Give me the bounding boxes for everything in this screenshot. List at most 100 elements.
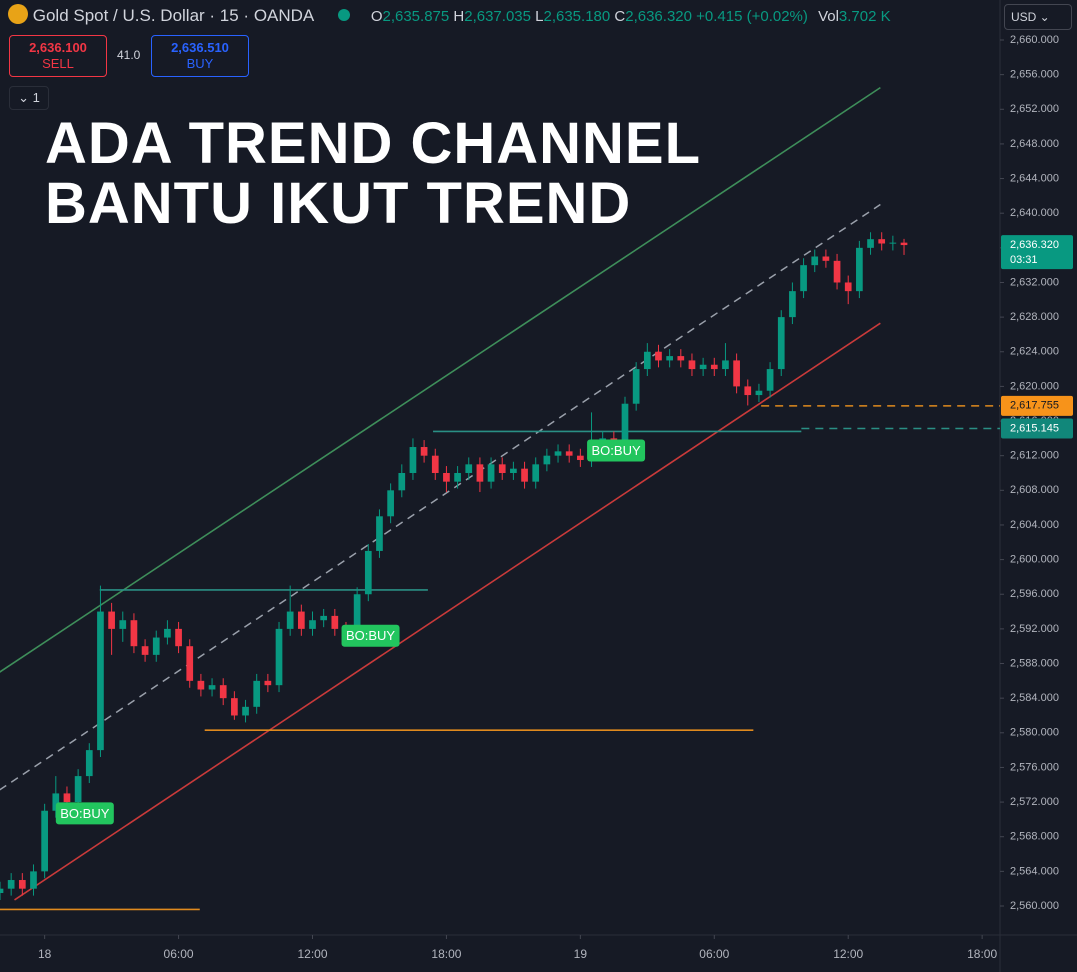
candle-body (621, 403, 629, 448)
spread: 41.0 (117, 48, 141, 62)
candle-body (577, 455, 584, 461)
candle-body (63, 793, 71, 803)
candle-body (431, 455, 439, 473)
sell-button[interactable]: 2,636.100 SELL (9, 35, 107, 77)
x-tick-label: 06:00 (164, 947, 194, 961)
candle-body (231, 698, 238, 716)
buy-price: 2,636.510 (171, 40, 229, 55)
candle-body (755, 390, 763, 396)
signal-label: BO:BUY (346, 628, 395, 643)
y-tick-label: 2,644.000 (1010, 172, 1059, 184)
candle-body (465, 464, 473, 473)
title: ADA TREND CHANNEL (45, 111, 702, 176)
candle-body (476, 464, 484, 482)
candle-body (353, 594, 361, 634)
candle-body (699, 364, 707, 370)
candle-body (41, 810, 48, 872)
ohlc-key: C (614, 8, 626, 25)
candle-body (242, 706, 249, 716)
candle-body (152, 637, 160, 655)
buy-label: BUY (186, 56, 214, 71)
price-label-box (1001, 235, 1073, 270)
buy-button[interactable]: 2,636.510 BUY (151, 35, 249, 77)
candle-body (710, 364, 718, 370)
price-label-box (1001, 418, 1073, 439)
candle-body (420, 447, 428, 456)
candle-body (744, 386, 752, 396)
x-tick-label: 19 (574, 947, 588, 961)
candle-body (376, 516, 383, 551)
signal-label: BO:BUY (60, 806, 109, 821)
candle-body (811, 256, 819, 266)
candle-body (554, 451, 562, 456)
candle-body (186, 646, 194, 681)
symbol-bar: Gold Spot / U.S. Dollar · 15 · OANDA O2,… (8, 4, 891, 26)
candle-body (74, 776, 82, 803)
price-label: 2,615.145 (1010, 422, 1059, 434)
candle-body (655, 351, 662, 361)
y-tick-label: 2,576.000 (1010, 761, 1059, 773)
candle-body (219, 685, 227, 699)
signal: BO:BUY (55, 802, 114, 825)
candle-body (443, 473, 450, 482)
y-tick-label: 2,600.000 (1010, 554, 1059, 566)
logo (8, 4, 28, 24)
layers-count: 1 (32, 90, 40, 105)
candle-body (18, 880, 26, 889)
candle-body (733, 360, 740, 387)
candle-body (800, 265, 807, 292)
candle-body (867, 239, 874, 248)
y-tick-label: 2,604.000 (1010, 519, 1059, 531)
candle-body (264, 680, 272, 686)
ohlc: O2,635.875 H2,637.035 L2,635.180 C2,636.… (371, 8, 891, 25)
signal-badge (55, 802, 114, 825)
y-tick-label: 2,564.000 (1010, 865, 1059, 877)
candle-body (454, 473, 461, 482)
ohlc-key: H (453, 8, 465, 25)
layers-toggle[interactable]: ⌄ 1 (9, 86, 49, 110)
y-tick-label: 2,652.000 (1010, 103, 1059, 115)
ohlc-value: 2,637.035 (464, 8, 531, 25)
y-tick-label: 2,632.000 (1010, 276, 1059, 288)
candle-body (409, 447, 417, 473)
candle-body (85, 750, 93, 777)
candle-body (7, 880, 15, 889)
candle-body (487, 464, 495, 482)
ohlc-key: L (535, 8, 544, 25)
y-tick-label: 2,624.000 (1010, 346, 1059, 358)
y-tick-label: 2,640.000 (1010, 207, 1059, 219)
candle-body (175, 628, 182, 647)
signal-badge (587, 439, 646, 462)
x-tick-label: 18:00 (967, 947, 997, 961)
candle-body (498, 464, 506, 473)
y-tick-label: 2,588.000 (1010, 657, 1059, 669)
ohlc-value: 2,636.320 (625, 8, 692, 25)
candle-body (878, 239, 886, 244)
sell-label: SELL (42, 56, 74, 71)
trend-line (0, 203, 881, 791)
x-tick-label: 06:00 (699, 947, 729, 961)
y-tick-label: 2,656.000 (1010, 69, 1059, 81)
candle-body (833, 260, 841, 283)
candle-body (164, 628, 171, 638)
status-dot (338, 9, 351, 21)
y-tick-label: 2,608.000 (1010, 484, 1059, 496)
candle-body (0, 888, 4, 894)
currency-select[interactable]: USD ⌄ (1004, 4, 1072, 30)
y-tick-label: 2,648.000 (1010, 138, 1059, 150)
y-tick-label: 2,628.000 (1010, 311, 1059, 323)
candle-body (856, 247, 863, 292)
symbol[interactable]: Gold Spot / U.S. Dollar · 15 · OANDA (32, 6, 314, 25)
candle-body (275, 628, 283, 686)
candle-body (789, 291, 796, 318)
candle-body (543, 455, 551, 465)
x-tick-label: 18:00 (431, 947, 461, 961)
candle-body (510, 468, 517, 473)
x-tick-label: 12:00 (833, 947, 863, 961)
candle-body (900, 242, 908, 246)
y-tick-label: 2,572.000 (1010, 796, 1059, 808)
candle-body (632, 369, 640, 404)
trend-line (14, 322, 881, 901)
candle-body (722, 360, 729, 370)
